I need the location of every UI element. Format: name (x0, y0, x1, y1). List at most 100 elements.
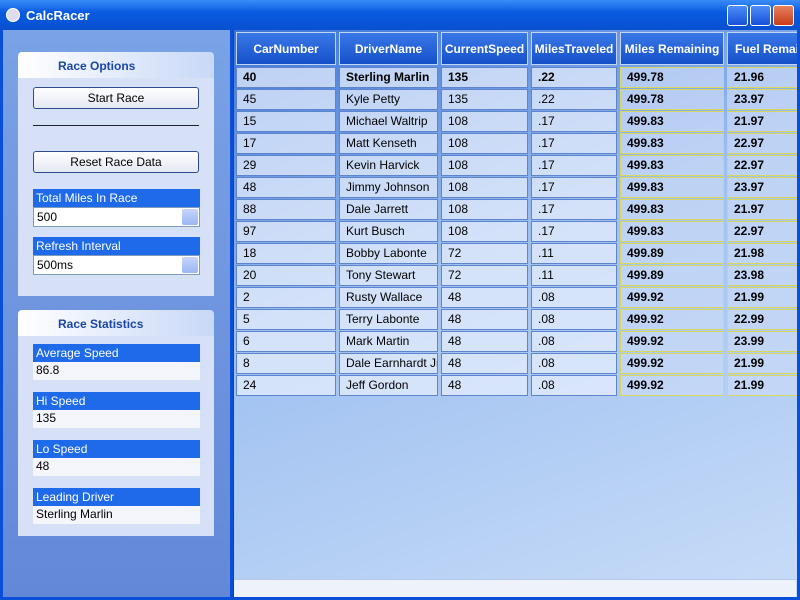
table-cell: .11 (531, 243, 617, 264)
table-cell: 29 (236, 155, 336, 176)
column-header[interactable]: Miles Remaining (620, 32, 724, 65)
table-cell: 23.98 (727, 265, 797, 286)
table-cell: 48 (441, 309, 528, 330)
minimize-button[interactable] (727, 5, 748, 26)
table-cell: 499.83 (620, 111, 724, 132)
table-cell: Dale Earnhardt Jr (339, 353, 438, 374)
table-cell: 108 (441, 155, 528, 176)
table-cell: 72 (441, 265, 528, 286)
data-grid: CarNumber DriverName CurrentSpeed MilesTrav… (233, 30, 797, 597)
title-bar: CalcRacer (0, 0, 800, 30)
table-cell: .17 (531, 133, 617, 154)
table-cell: 2 (236, 287, 336, 308)
table-cell: 72 (441, 243, 528, 264)
table-cell: 499.92 (620, 375, 724, 396)
column-header[interactable]: Fuel Remai (727, 32, 797, 65)
table-cell: 21.97 (727, 111, 797, 132)
table-cell: 135 (441, 67, 528, 88)
table-cell: Matt Kenseth (339, 133, 438, 154)
table-cell: 45 (236, 89, 336, 110)
table-cell: 135 (441, 89, 528, 110)
table-cell: 23.97 (727, 89, 797, 110)
table-cell: 6 (236, 331, 336, 352)
column-header[interactable]: MilesTraveled (531, 32, 617, 65)
table-cell: 48 (441, 287, 528, 308)
table-cell: Kevin Harvick (339, 155, 438, 176)
stat-label: Lo Speed (33, 440, 200, 458)
table-cell: .08 (531, 309, 617, 330)
table-cell: .17 (531, 199, 617, 220)
table-cell: Bobby Labonte (339, 243, 438, 264)
table-cell: 48 (441, 353, 528, 374)
panel-body: Average Speed 86.8 Hi Speed 135 Lo Speed 48 Le… (18, 336, 214, 536)
stat-label: Hi Speed (33, 392, 200, 410)
table-cell: 20 (236, 265, 336, 286)
table-cell: Kyle Petty (339, 89, 438, 110)
table-cell: .08 (531, 331, 617, 352)
table-cell: .17 (531, 177, 617, 198)
table-cell: 22.99 (727, 309, 797, 330)
table-cell: 48 (236, 177, 336, 198)
table-cell: 499.78 (620, 89, 724, 110)
table-cell: .08 (531, 375, 617, 396)
table-cell: 48 (441, 375, 528, 396)
table-cell: 18 (236, 243, 336, 264)
table-cell: .22 (531, 89, 617, 110)
close-button[interactable] (773, 5, 794, 26)
window-title: CalcRacer (26, 8, 90, 23)
table-cell: 499.83 (620, 221, 724, 242)
table-cell: 23.97 (727, 177, 797, 198)
table-cell: Terry Labonte (339, 309, 438, 330)
table-cell: 21.99 (727, 287, 797, 308)
panel-header[interactable]: Race Options (18, 52, 214, 78)
table-cell: 499.92 (620, 287, 724, 308)
table-cell: Dale Jarrett (339, 199, 438, 220)
table-cell: 23.99 (727, 331, 797, 352)
stat-label: Average Speed (33, 344, 200, 362)
table-cell: .17 (531, 155, 617, 176)
table-cell: 5 (236, 309, 336, 330)
table-cell: .17 (531, 221, 617, 242)
column-header[interactable]: CurrentSpeed (441, 32, 528, 65)
table-cell: 48 (441, 331, 528, 352)
table-cell: 108 (441, 111, 528, 132)
column-header[interactable]: DriverName (339, 32, 438, 65)
panel-body: Start Race Reset Race Data Total Miles I… (18, 78, 214, 296)
table-cell: 22.97 (727, 155, 797, 176)
table-cell: 21.99 (727, 353, 797, 374)
table-cell: 499.83 (620, 177, 724, 198)
button[interactable]: Reset Race Data (33, 151, 199, 173)
panel-header[interactable]: Race Statistics (18, 310, 214, 336)
table-cell: 499.83 (620, 133, 724, 154)
stat-value: 48 (33, 458, 200, 476)
table-cell: 499.89 (620, 243, 724, 264)
field-label: Refresh Interval (33, 237, 200, 255)
field-label: Total Miles In Race (33, 189, 200, 207)
horizontal-scrollbar[interactable] (234, 579, 796, 597)
table-cell: Michael Waltrip (339, 111, 438, 132)
dropdown[interactable]: 500ms (33, 255, 200, 275)
table-cell: 40 (236, 67, 336, 88)
table-cell: Rusty Wallace (339, 287, 438, 308)
table-cell: 21.99 (727, 375, 797, 396)
dropdown[interactable]: 500 (33, 207, 200, 227)
maximize-button[interactable] (750, 5, 771, 26)
stat-value: Sterling Marlin (33, 506, 200, 524)
table-cell: 97 (236, 221, 336, 242)
table-cell: .17 (531, 111, 617, 132)
table-cell: Kurt Busch (339, 221, 438, 242)
table-cell: 88 (236, 199, 336, 220)
button[interactable]: Start Race (33, 87, 199, 109)
column-header[interactable]: CarNumber (236, 32, 336, 65)
table-cell: Jeff Gordon (339, 375, 438, 396)
table-cell: 499.83 (620, 155, 724, 176)
side-panel: Race Options Start Race Reset Race Data … (3, 30, 230, 597)
table-cell: 499.83 (620, 199, 724, 220)
panel-title: Race Options (58, 59, 136, 73)
table-cell: 17 (236, 133, 336, 154)
table-cell: 15 (236, 111, 336, 132)
table-cell: 21.98 (727, 243, 797, 264)
table-cell: 108 (441, 221, 528, 242)
table-cell: Tony Stewart (339, 265, 438, 286)
